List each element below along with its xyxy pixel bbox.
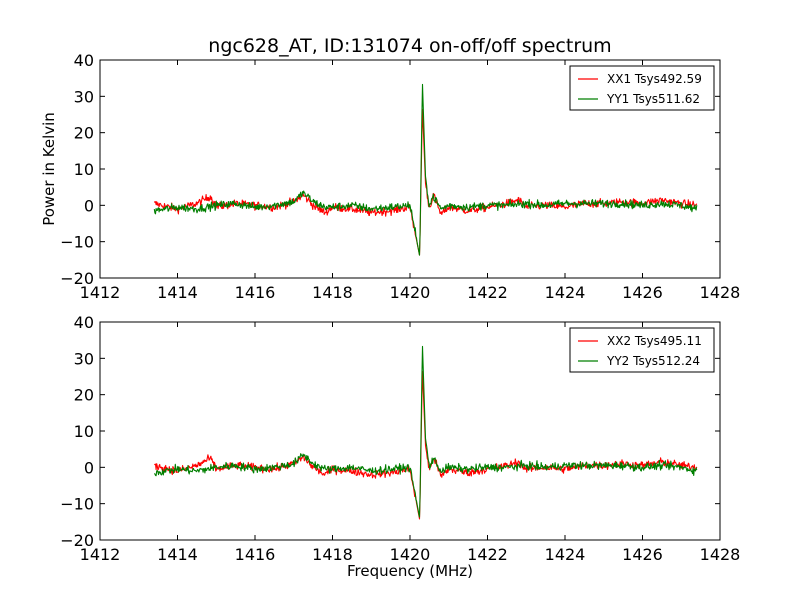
- y-tick-label: 10: [74, 160, 94, 179]
- y-tick-label: −20: [60, 531, 94, 550]
- x-tick-label: 1428: [700, 283, 741, 302]
- series-line-2: [153, 83, 698, 256]
- legend-entry-1: XX2 Tsys495.11: [607, 334, 702, 348]
- x-tick-label: 1426: [622, 283, 663, 302]
- x-tick-label: 1416: [235, 283, 276, 302]
- legend-entry-2: YY1 Tsys511.62: [606, 92, 700, 106]
- plot-area: [153, 345, 698, 520]
- y-tick-label: 30: [74, 349, 94, 368]
- y-axis-label: Power in Kelvin: [40, 112, 58, 226]
- y-tick-label: 30: [74, 87, 94, 106]
- legend-entry-1: XX1 Tsys492.59: [607, 72, 702, 86]
- x-tick-label: 1424: [545, 283, 586, 302]
- series-line-2: [153, 345, 698, 518]
- y-tick-label: 40: [74, 51, 94, 70]
- y-tick-label: 0: [84, 196, 94, 215]
- series-line-1: [154, 370, 698, 520]
- x-tick-label: 1416: [235, 545, 276, 564]
- plot-area: [153, 83, 698, 256]
- legend-box: [569, 327, 715, 373]
- x-tick-label: 1422: [467, 283, 508, 302]
- legend-entry-2: YY2 Tsys512.24: [606, 354, 700, 368]
- x-axis-label: Frequency (MHz): [347, 562, 473, 580]
- x-tick-label: 1418: [312, 283, 353, 302]
- y-tick-label: −10: [60, 233, 94, 252]
- y-tick-label: 40: [74, 313, 94, 332]
- y-tick-label: 20: [74, 124, 94, 143]
- y-tick-label: 0: [84, 458, 94, 477]
- x-tick-label: 1422: [467, 545, 508, 564]
- panels-container: 1412 1414 1416 1418 1420 1422 1424 1426 1428 −20 −…: [60, 51, 740, 564]
- x-tick-label: 1420: [390, 545, 431, 564]
- x-tick-label: 1414: [157, 283, 198, 302]
- panel-1: 1412 1414 1416 1418 1420 1422 1424 1426 1428 −20 −…: [60, 51, 740, 302]
- x-tick-label: 1414: [157, 545, 198, 564]
- x-tick-label: 1428: [700, 545, 741, 564]
- x-tick-label: 1418: [312, 545, 353, 564]
- series-line-1: [153, 108, 698, 256]
- x-tick-label: 1420: [390, 283, 431, 302]
- legend-box: [569, 65, 715, 111]
- y-tick-label: −20: [60, 269, 94, 288]
- chart-title: ngc628_AT, ID:131074 on-off/off spectrum: [208, 35, 611, 57]
- panel-2: 1412 1414 1416 1418 1420 1422 1424 1426 1428 −20 −…: [60, 313, 740, 564]
- legend: XX1 Tsys492.59 YY1 Tsys511.62: [569, 65, 715, 111]
- x-tick-label: 1426: [622, 545, 663, 564]
- legend: XX2 Tsys495.11 YY2 Tsys512.24: [569, 327, 715, 373]
- x-tick-label: 1412: [80, 283, 121, 302]
- y-tick-label: −10: [60, 495, 94, 514]
- x-tick-label: 1412: [80, 545, 121, 564]
- y-tick-label: 20: [74, 386, 94, 405]
- x-tick-label: 1424: [545, 545, 586, 564]
- y-tick-label: 10: [74, 422, 94, 441]
